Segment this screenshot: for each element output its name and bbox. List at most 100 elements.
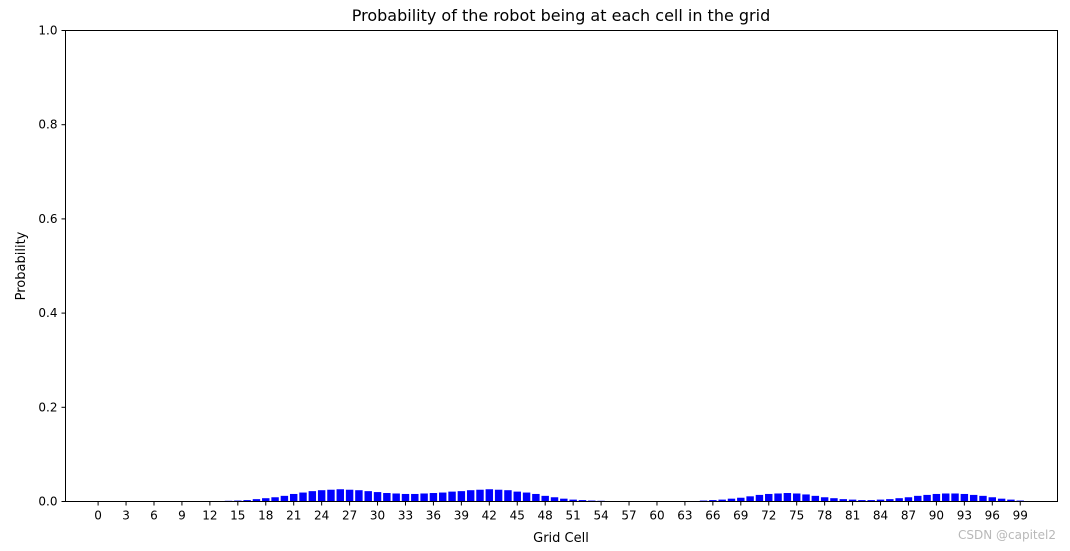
bar-cell-88	[914, 495, 922, 502]
x-tick-label: 93	[957, 509, 972, 523]
bar-cell-21	[289, 493, 298, 502]
bar-cell-69	[737, 497, 745, 502]
x-tick-label: 75	[789, 509, 804, 523]
y-tick-label: 0.6	[38, 212, 57, 226]
bar-cell-45	[513, 491, 521, 502]
x-tick-label: 15	[230, 509, 245, 523]
bar-cell-90	[932, 493, 941, 502]
bar-cell-41	[476, 489, 484, 502]
y-ticks: 0.0 0.2 0.4 0.6 0.8 1.0	[38, 24, 66, 509]
bar-cell-23	[308, 491, 317, 502]
bar-cell-25	[327, 489, 335, 502]
y-tick-label: 0.0	[38, 495, 57, 509]
bar-cell-22	[299, 492, 307, 502]
x-axis-label: Grid Cell	[533, 531, 589, 546]
x-tick-label: 6	[150, 509, 158, 523]
chart-title: Probability of the robot being at each c…	[352, 6, 770, 25]
x-tick-label: 90	[929, 509, 944, 523]
bar-cell-74	[783, 493, 792, 502]
y-tick-label: 0.2	[38, 400, 57, 414]
x-tick-label: 87	[901, 509, 916, 523]
watermark: CSDN @capitel2	[958, 528, 1056, 542]
bar-cell-78	[820, 497, 829, 502]
x-tick-label: 27	[342, 509, 357, 523]
plot-frame	[65, 30, 1058, 502]
bar-cell-52	[578, 500, 587, 502]
bar-cell-91	[942, 493, 950, 502]
x-tick-label: 81	[845, 509, 860, 523]
x-tick-label: 99	[1013, 509, 1028, 523]
bar-cell-40	[466, 490, 475, 502]
bar-cell-73	[774, 493, 782, 502]
bar-cell-96	[988, 497, 997, 502]
x-tick-label: 21	[286, 509, 301, 523]
bar-cell-24	[317, 490, 326, 502]
bar-cell-51	[569, 499, 577, 502]
x-tick-label: 51	[566, 509, 581, 523]
x-tick-label: 36	[426, 509, 441, 523]
x-tick-label: 57	[621, 509, 636, 523]
bar-cell-46	[522, 492, 531, 502]
bar-cell-77	[811, 495, 820, 502]
bar-cell-79	[830, 498, 838, 502]
bar-cell-76	[802, 494, 810, 502]
x-tick-label: 54	[593, 509, 608, 523]
bar-cell-98	[1007, 499, 1015, 502]
x-tick-label: 24	[314, 509, 329, 523]
bar-cell-68	[727, 498, 736, 502]
bar-cell-87	[904, 497, 913, 502]
bars-group	[206, 489, 1024, 502]
bar-cell-84	[876, 499, 885, 502]
bar-cell-50	[560, 498, 568, 502]
bar-cell-49	[550, 497, 559, 502]
bar-cell-20	[280, 495, 289, 502]
bar-cell-75	[792, 493, 801, 502]
y-tick-label: 1.0	[38, 24, 57, 38]
bar-cell-95	[979, 495, 987, 502]
bar-cell-31	[383, 493, 391, 502]
y-axis-label: Probability	[14, 231, 29, 300]
x-tick-label: 60	[649, 509, 664, 523]
x-tick-label: 42	[482, 509, 497, 523]
bar-cell-42	[485, 489, 494, 502]
bar-cell-26	[336, 489, 344, 502]
bar-cell-92	[951, 493, 959, 502]
bar-cell-28	[355, 490, 363, 502]
bar-cell-71	[755, 494, 764, 502]
bar-cell-34	[411, 493, 419, 502]
bar-cell-36	[429, 493, 438, 502]
x-tick-label: 63	[677, 509, 692, 523]
bar-cell-47	[532, 493, 540, 502]
y-tick-label: 0.4	[38, 306, 57, 320]
bar-cell-35	[420, 493, 428, 502]
bar-cell-44	[504, 490, 512, 502]
bar-cell-82	[858, 500, 866, 502]
bar-cell-27	[345, 489, 354, 502]
bar-cell-19	[271, 497, 279, 502]
x-tick-label: 0	[94, 509, 102, 523]
bar-cell-67	[718, 499, 726, 502]
x-tick-label: 48	[538, 509, 553, 523]
bar-cell-85	[886, 499, 894, 502]
bar-cell-81	[848, 499, 857, 502]
x-tick-label: 78	[817, 509, 832, 523]
x-tick-label: 66	[705, 509, 720, 523]
bar-cell-70	[746, 496, 754, 502]
bar-cell-16	[243, 500, 251, 502]
bar-cell-83	[867, 500, 875, 502]
bar-cell-38	[448, 491, 456, 502]
bar-cell-43	[494, 489, 503, 502]
bar-cell-30	[373, 492, 382, 502]
x-tick-label: 3	[122, 509, 130, 523]
x-tick-label: 30	[370, 509, 385, 523]
y-tick-label: 0.8	[38, 118, 57, 132]
bar-cell-89	[923, 494, 931, 502]
x-tick-label: 69	[733, 509, 748, 523]
x-tick-label: 39	[454, 509, 469, 523]
bar-cell-33	[401, 493, 410, 502]
bar-cell-86	[895, 498, 903, 502]
x-tick-label: 84	[873, 509, 888, 523]
bar-cell-72	[765, 493, 773, 502]
x-tick-label: 72	[761, 509, 776, 523]
x-tick-label: 96	[985, 509, 1000, 523]
